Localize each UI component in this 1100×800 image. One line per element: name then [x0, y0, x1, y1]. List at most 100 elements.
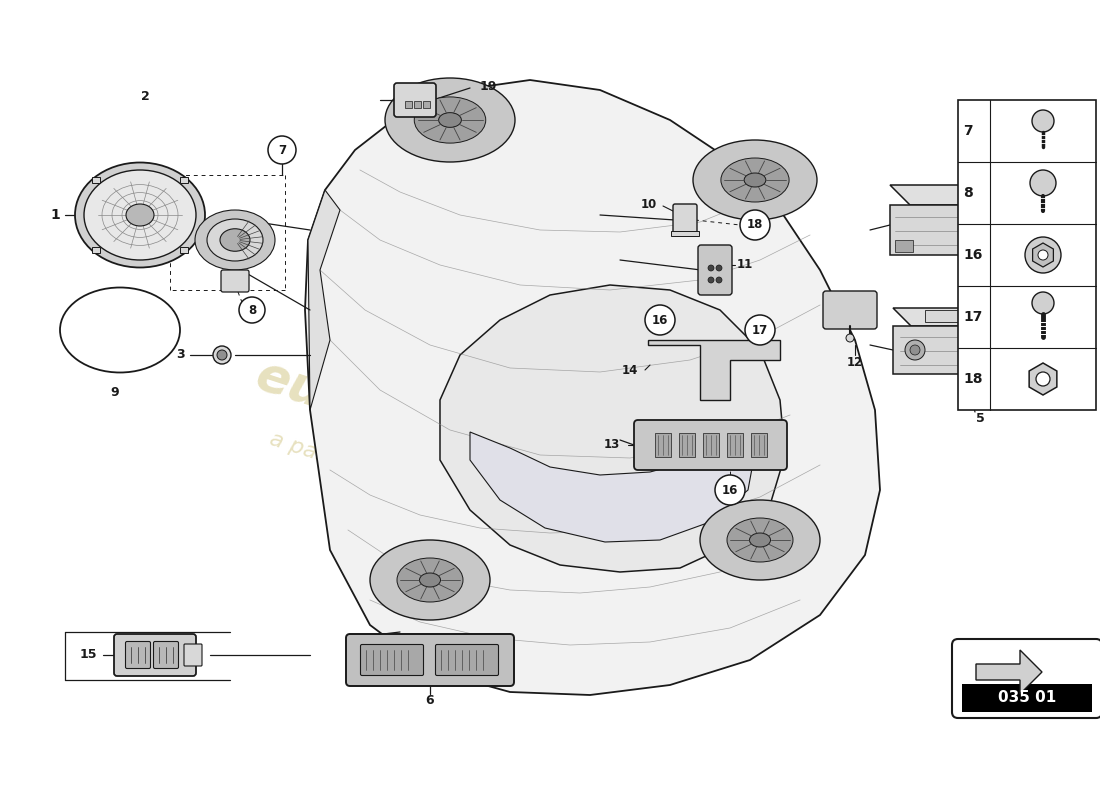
Bar [671, 231, 698, 236]
Bar [895, 240, 913, 252]
Ellipse shape [213, 346, 231, 364]
Text: 7: 7 [962, 124, 972, 138]
Text: eurocarparts: eurocarparts [250, 351, 611, 509]
Text: 18: 18 [747, 218, 763, 231]
Polygon shape [470, 432, 755, 542]
Polygon shape [1030, 363, 1057, 395]
Circle shape [1032, 292, 1054, 314]
Bar [92, 177, 100, 182]
FancyBboxPatch shape [114, 634, 196, 676]
FancyBboxPatch shape [673, 204, 697, 236]
Circle shape [1032, 110, 1054, 132]
Text: 17: 17 [752, 323, 768, 337]
FancyBboxPatch shape [952, 639, 1100, 718]
Ellipse shape [720, 158, 789, 202]
Bar [751, 433, 767, 457]
FancyBboxPatch shape [346, 634, 514, 686]
Text: 11: 11 [737, 258, 754, 271]
Circle shape [745, 315, 776, 345]
Ellipse shape [385, 78, 515, 162]
Bar [679, 433, 695, 457]
Bar [703, 433, 719, 457]
Bar [727, 433, 742, 457]
FancyBboxPatch shape [361, 645, 424, 675]
Text: 13: 13 [604, 438, 620, 451]
Ellipse shape [700, 500, 820, 580]
FancyBboxPatch shape [823, 291, 877, 329]
FancyBboxPatch shape [184, 644, 202, 666]
Bar [405, 101, 412, 108]
Circle shape [1030, 170, 1056, 196]
FancyBboxPatch shape [436, 645, 498, 675]
Circle shape [740, 210, 770, 240]
Text: 17: 17 [962, 310, 982, 324]
Circle shape [846, 334, 854, 342]
Text: 16: 16 [722, 483, 738, 497]
Text: 4: 4 [1005, 149, 1014, 162]
FancyBboxPatch shape [125, 642, 151, 669]
Polygon shape [440, 285, 785, 572]
Circle shape [1038, 250, 1048, 260]
FancyBboxPatch shape [698, 245, 732, 295]
Text: 3: 3 [176, 349, 185, 362]
Ellipse shape [195, 210, 275, 270]
Polygon shape [1033, 243, 1054, 267]
Ellipse shape [419, 573, 440, 587]
Polygon shape [1010, 205, 1030, 255]
Circle shape [708, 265, 714, 271]
Ellipse shape [744, 173, 766, 187]
FancyBboxPatch shape [634, 420, 786, 470]
Polygon shape [976, 650, 1042, 694]
Text: 035 01: 035 01 [998, 690, 1056, 706]
Text: 15: 15 [79, 649, 97, 662]
Circle shape [708, 277, 714, 283]
Circle shape [910, 345, 920, 355]
Text: 14: 14 [621, 363, 638, 377]
Ellipse shape [693, 140, 817, 220]
Polygon shape [890, 205, 1010, 255]
Circle shape [715, 475, 745, 505]
Text: 12: 12 [847, 355, 864, 369]
Ellipse shape [217, 350, 227, 360]
Text: 7: 7 [278, 143, 286, 157]
Ellipse shape [397, 558, 463, 602]
FancyBboxPatch shape [221, 270, 249, 292]
Polygon shape [305, 80, 880, 695]
FancyBboxPatch shape [394, 83, 436, 117]
Circle shape [239, 297, 265, 323]
Bar [424, 101, 430, 108]
Text: 8: 8 [248, 303, 256, 317]
Text: 1: 1 [50, 208, 59, 222]
Circle shape [268, 136, 296, 164]
Text: 18: 18 [962, 372, 982, 386]
Ellipse shape [415, 97, 486, 143]
Text: 19: 19 [480, 79, 497, 93]
Bar [92, 247, 100, 254]
Bar [958, 100, 1096, 410]
Polygon shape [893, 308, 1045, 326]
Circle shape [905, 340, 925, 360]
FancyBboxPatch shape [154, 642, 178, 669]
Text: 6: 6 [426, 694, 434, 706]
Bar [654, 433, 671, 457]
Ellipse shape [84, 170, 196, 260]
Circle shape [1025, 237, 1062, 273]
Polygon shape [1027, 326, 1045, 374]
Circle shape [716, 265, 722, 271]
Text: 10: 10 [640, 198, 657, 210]
Text: 2: 2 [141, 90, 150, 103]
Circle shape [645, 305, 675, 335]
Text: 16: 16 [962, 248, 982, 262]
Bar [179, 177, 188, 182]
Ellipse shape [749, 533, 770, 547]
Ellipse shape [75, 162, 205, 267]
Polygon shape [648, 340, 780, 400]
Text: 8: 8 [962, 186, 972, 200]
Ellipse shape [439, 113, 461, 127]
Ellipse shape [370, 540, 490, 620]
Bar [925, 310, 985, 322]
Circle shape [716, 277, 722, 283]
Ellipse shape [207, 219, 263, 261]
Polygon shape [308, 190, 340, 410]
Polygon shape [890, 185, 1030, 205]
